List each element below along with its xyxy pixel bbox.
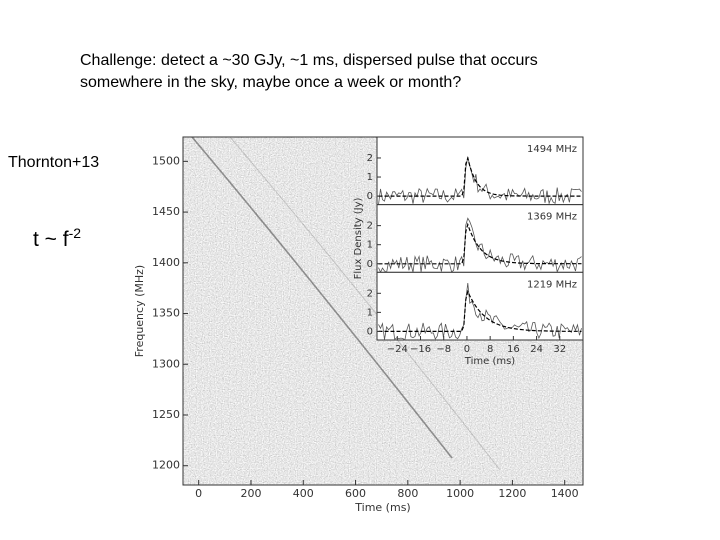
inset-x-tick-label: 0 bbox=[464, 344, 470, 355]
x-tick-label: 200 bbox=[240, 487, 261, 500]
x-tick-label: 1400 bbox=[551, 487, 579, 500]
inset-x-tick-label: 8 bbox=[487, 344, 493, 355]
inset-y-tick-label: 0 bbox=[367, 191, 373, 202]
pulse-model bbox=[378, 222, 582, 265]
y-tick-label: 1200 bbox=[152, 459, 180, 472]
x-tick-label: 800 bbox=[397, 487, 418, 500]
title-line: somewhere in the sky, maybe once a week … bbox=[80, 74, 462, 91]
panel-label: 1494 MHz bbox=[527, 144, 577, 155]
inset-x-tick-label: −16 bbox=[410, 344, 431, 355]
inset-y-tick-label: 2 bbox=[367, 153, 373, 164]
x-tick-label: 600 bbox=[345, 487, 366, 500]
inset-panel bbox=[376, 204, 584, 273]
inset-y-tick-label: 0 bbox=[367, 259, 373, 270]
y-tick-label: 1500 bbox=[152, 154, 180, 167]
x-axis-label: Time (ms) bbox=[354, 501, 410, 514]
inset-panel bbox=[376, 271, 584, 341]
inset-x-tick-label: 24 bbox=[530, 344, 543, 355]
dispersion-sweep bbox=[191, 137, 501, 471]
inset-y-tick-label: 0 bbox=[367, 326, 373, 337]
inset-x-tick-label: −8 bbox=[436, 344, 451, 355]
inset-y-tick-label: 1 bbox=[367, 240, 373, 251]
y-tick-label: 1250 bbox=[152, 408, 180, 421]
pulse-model bbox=[378, 289, 582, 332]
pulse-profile bbox=[378, 283, 582, 341]
pulse-model bbox=[378, 155, 582, 197]
panel-label: 1369 MHz bbox=[527, 212, 577, 223]
inset-y-tick-label: 1 bbox=[367, 172, 373, 183]
citation: Thornton+13 bbox=[8, 154, 100, 171]
panel-label: 1219 MHz bbox=[527, 279, 577, 290]
pulse-profile bbox=[378, 157, 582, 205]
formula-exponent: -2 bbox=[68, 225, 82, 241]
y-tick-label: 1450 bbox=[152, 205, 180, 218]
inset-y-axis-label: Flux Density (Jy) bbox=[353, 197, 364, 279]
inset-x-tick-label: −24 bbox=[387, 344, 408, 355]
title-line: Challenge: detect a ~30 GJy, ~1 ms, disp… bbox=[80, 52, 538, 69]
pulse-profile bbox=[378, 217, 582, 274]
inset-y-tick-label: 2 bbox=[367, 288, 373, 299]
inset-y-tick-label: 1 bbox=[367, 307, 373, 318]
inset-x-tick-label: 32 bbox=[553, 344, 566, 355]
x-tick-label: 400 bbox=[293, 487, 314, 500]
inset-y-tick-label: 2 bbox=[367, 221, 373, 232]
formula-base: t ~ f bbox=[33, 228, 69, 251]
y-tick-label: 1300 bbox=[152, 357, 180, 370]
x-tick-label: 1000 bbox=[446, 487, 474, 500]
slide-title: Challenge: detect a ~30 GJy, ~1 ms, disp… bbox=[80, 50, 538, 94]
inset-x-tick-label: 16 bbox=[507, 344, 520, 355]
x-tick-label: 1200 bbox=[498, 487, 526, 500]
x-tick-label: 0 bbox=[195, 487, 202, 500]
inset-x-axis-label: Time (ms) bbox=[464, 356, 516, 367]
y-tick-label: 1400 bbox=[152, 256, 180, 269]
y-tick-label: 1350 bbox=[152, 307, 180, 320]
formula: t ~ f-2 bbox=[33, 225, 81, 252]
y-axis-label: Frequency (MHz) bbox=[133, 265, 146, 357]
inset: 1494 MHz 0 1 2 1369 MHz 0 1 2 1219 MHz 0 1 2 −24 −16−… bbox=[353, 136, 584, 367]
